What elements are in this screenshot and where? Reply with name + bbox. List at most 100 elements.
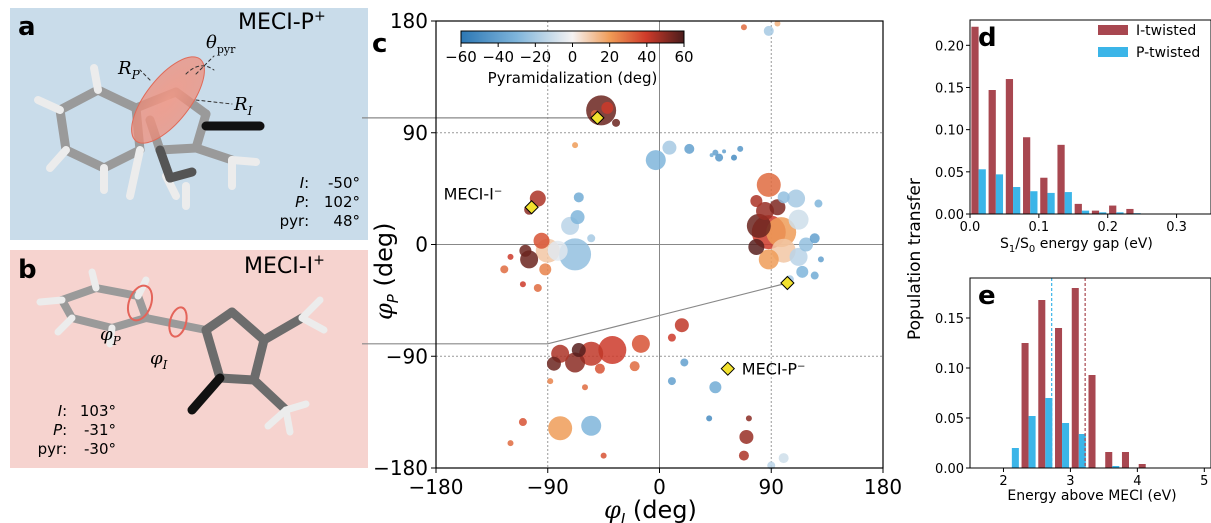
param-value: 103°: [79, 402, 116, 420]
x-tick-label: −180: [409, 475, 464, 499]
scatter-point: [612, 118, 621, 127]
bar-p-twisted: [1112, 466, 1120, 468]
x-axis-label-d: S1/S0 energy gap (eV): [1000, 236, 1153, 255]
x-tick-label: 0.0: [960, 220, 981, 235]
meci-marker: [720, 361, 735, 376]
theta-pyr-label: θpyr: [206, 32, 236, 56]
bar-i-twisted: [1138, 464, 1146, 468]
bar-p-twisted: [1028, 416, 1036, 468]
plot-frame-d: [969, 19, 1211, 215]
colorbar-tick-label: −20: [520, 48, 552, 66]
scatter-point: [518, 418, 527, 427]
param-key: pyr: [279, 212, 305, 230]
x-tick-label: 5: [1200, 474, 1208, 489]
bar-i-twisted: [1021, 343, 1029, 468]
param-row: I: 103°: [57, 402, 116, 420]
bar-i-twisted: [1071, 288, 1079, 468]
x-axis-label-part: energy gap (eV): [1035, 236, 1153, 252]
meci-marker: [524, 200, 539, 215]
y-tick-label: 0.10: [935, 362, 964, 377]
param-key: I: [57, 402, 63, 420]
scatter-point: [601, 101, 614, 114]
bar-p-twisted: [1099, 212, 1107, 214]
x-axis-label-part: 1: [1009, 244, 1015, 255]
scatter-point: [796, 265, 809, 278]
panel-a-label: a: [18, 12, 36, 42]
scatter-point: [581, 415, 602, 436]
scatter-point: [645, 150, 666, 171]
scatter-point: [738, 450, 749, 461]
param-key: pyr: [37, 440, 63, 458]
scatter-point: [777, 191, 790, 204]
x-tick-label: 0.1: [1029, 220, 1050, 235]
scatter-point: [745, 415, 752, 422]
y-axis-unit: (deg): [370, 223, 398, 295]
bar-i-twisted: [1057, 144, 1065, 214]
colorbar: [460, 30, 685, 44]
x-tick-label: −90: [527, 475, 569, 499]
x-tick-label: 180: [864, 475, 902, 499]
scatter-point: [739, 429, 754, 444]
scatter-point: [546, 356, 561, 371]
panel-b-title-sup: +: [313, 252, 325, 269]
colorbar-tick-label: 20: [600, 48, 619, 66]
param-value: -50°: [328, 174, 360, 192]
scatter-point: [684, 143, 695, 154]
x-tick-label: 4: [1133, 474, 1141, 489]
scatter-point: [715, 153, 724, 162]
colorbar-tick-label: −40: [482, 48, 514, 66]
bar-i-twisted: [1121, 452, 1129, 468]
scatter-point: [680, 358, 689, 367]
y-tick-label: 0.00: [935, 462, 964, 477]
bar-i-twisted: [1126, 208, 1134, 214]
scatter-point: [662, 140, 677, 155]
scatter-point: [533, 232, 550, 249]
bar-p-twisted: [1081, 210, 1090, 214]
x-axis-label-c: φI (deg): [604, 496, 697, 523]
param-value: 48°: [333, 212, 360, 230]
bar-i-twisted: [1091, 210, 1100, 214]
guide-line: [362, 282, 788, 345]
scatter-point: [507, 253, 514, 260]
panel-d-label: d: [978, 23, 997, 53]
bar-p-twisted: [1047, 192, 1055, 214]
panel-c-label: c: [372, 29, 387, 59]
param-row: P: -31°: [53, 421, 116, 439]
scatter-point: [799, 237, 814, 252]
scatter-point: [769, 199, 786, 216]
scatter-point: [737, 145, 744, 152]
scatter-point: [789, 247, 808, 266]
meci-marker: [780, 275, 795, 291]
legend-label: I-twisted: [1136, 23, 1196, 39]
colorbar-tick-label: 0: [568, 48, 578, 66]
panel-a-title: MECI-P+: [238, 10, 326, 35]
bar-p-twisted: [1013, 187, 1021, 214]
panel-a-title-sup: +: [313, 8, 326, 25]
bar-p-twisted: [978, 169, 986, 214]
scatter-point: [547, 378, 554, 385]
colorbar-tick-label: 40: [637, 48, 656, 66]
bar-p-twisted: [1062, 423, 1070, 468]
phi-i-label: φI: [150, 348, 168, 372]
scatter-point: [573, 192, 584, 203]
x-axis-label-part: /S: [1015, 236, 1029, 252]
bar-i-twisted: [1023, 137, 1031, 214]
param-key: P: [295, 193, 305, 211]
scatter-point: [722, 149, 727, 154]
scatter-point: [519, 244, 532, 257]
y-tick-label: −90: [386, 344, 428, 368]
y-axis-sub: P: [384, 293, 402, 303]
scatter-point: [774, 20, 781, 27]
scatter-point: [582, 384, 588, 391]
scatter-point: [598, 336, 627, 365]
scatter-point: [507, 440, 514, 447]
meci-p-minus-label: MECI-P⁻: [742, 360, 806, 379]
scatter-point: [778, 453, 789, 464]
param-row: pyr: 48°: [279, 212, 360, 230]
scatter-point: [548, 416, 573, 441]
bar-i-twisted: [971, 26, 979, 214]
y-tick-label: 0.00: [935, 208, 964, 223]
scatter-point: [766, 217, 797, 248]
bar-p-twisted: [1116, 212, 1124, 214]
